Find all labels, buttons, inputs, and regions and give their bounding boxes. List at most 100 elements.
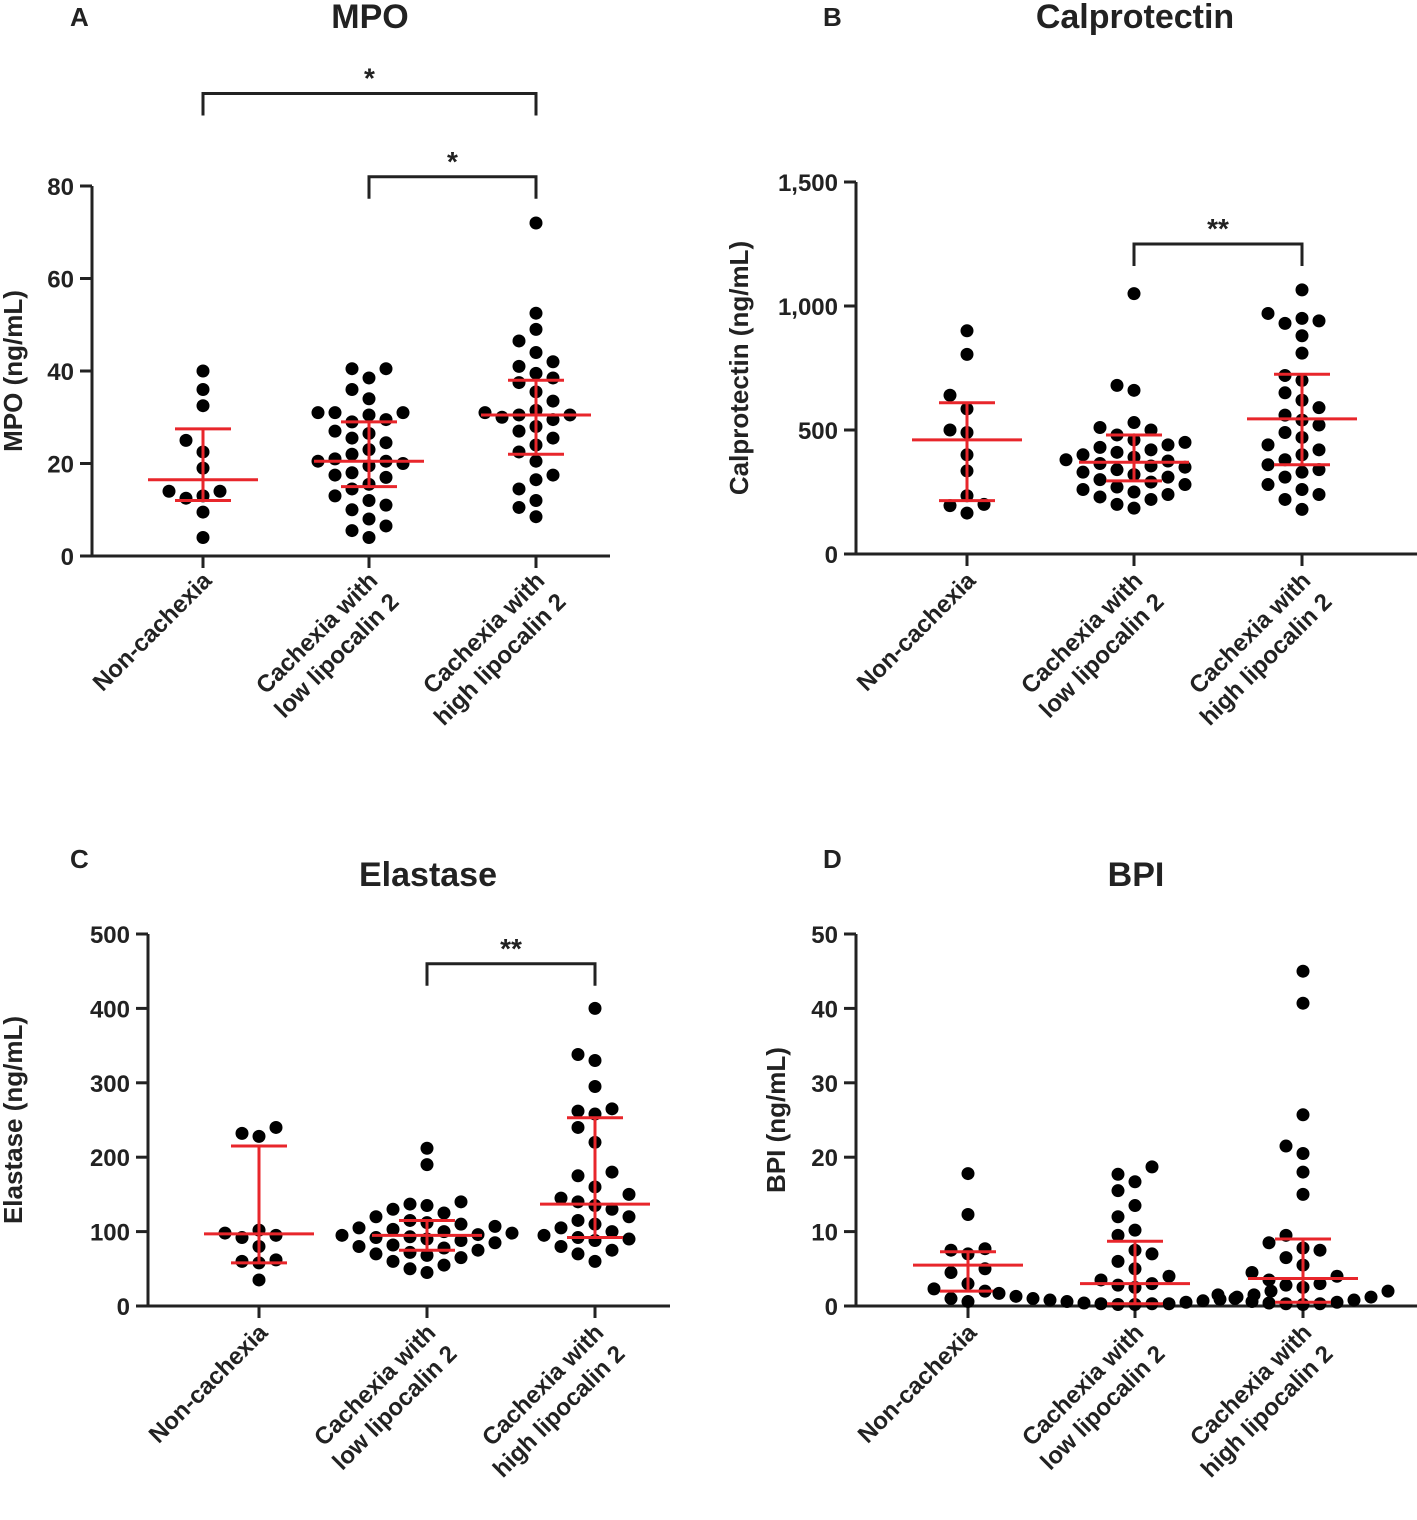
- data-point: [1162, 1269, 1176, 1283]
- data-point: [1094, 1297, 1108, 1311]
- data-point: [943, 388, 957, 402]
- data-point: [420, 1266, 434, 1280]
- data-point: [403, 1245, 417, 1259]
- chart-title: BPI: [1108, 856, 1165, 894]
- data-point: [1178, 478, 1192, 492]
- data-point: [196, 505, 210, 519]
- data-point: [352, 1221, 366, 1235]
- data-point: [588, 1053, 602, 1067]
- panel-letter: C: [70, 844, 89, 874]
- y-tick-label: 0: [61, 544, 74, 571]
- data-point: [345, 447, 359, 461]
- y-tick-label: 10: [811, 1220, 838, 1247]
- data-point: [512, 334, 526, 348]
- data-point: [1296, 1187, 1310, 1201]
- data-point: [1110, 378, 1124, 392]
- data-point: [1127, 416, 1141, 430]
- data-point: [605, 1243, 619, 1257]
- data-point: [1295, 465, 1309, 479]
- data-point: [1076, 448, 1090, 462]
- data-point: [386, 1202, 400, 1216]
- y-tick-label: 400: [90, 996, 130, 1023]
- data-point: [162, 484, 176, 498]
- data-point: [1279, 1139, 1293, 1153]
- y-tick-label: 0: [825, 542, 838, 569]
- y-tick-label: 20: [811, 1145, 838, 1172]
- data-point: [269, 1253, 283, 1267]
- data-point: [345, 362, 359, 376]
- data-point: [1161, 438, 1175, 452]
- data-point: [420, 1141, 434, 1155]
- data-point: [420, 1248, 434, 1262]
- data-point: [1145, 1160, 1159, 1174]
- data-point: [960, 347, 974, 361]
- data-point: [179, 491, 193, 505]
- data-point: [588, 1254, 602, 1268]
- data-point: [1279, 1278, 1293, 1292]
- data-point: [529, 322, 543, 336]
- significance-bracket: [1132, 242, 1304, 266]
- data-point: [235, 1126, 249, 1140]
- data-point: [1312, 401, 1326, 415]
- data-point: [386, 1238, 400, 1252]
- data-point: [471, 1243, 485, 1257]
- data-point: [1312, 443, 1326, 457]
- panel-letter: B: [823, 2, 842, 32]
- category-label: Non-cachexia: [852, 567, 982, 697]
- data-point: [512, 445, 526, 459]
- data-point: [1278, 492, 1292, 506]
- data-point: [622, 1210, 636, 1224]
- data-point: [437, 1241, 451, 1255]
- data-point: [554, 1239, 568, 1253]
- data-point: [622, 1232, 636, 1246]
- significance-label: *: [447, 146, 458, 177]
- data-point: [1196, 1294, 1210, 1308]
- data-point: [362, 494, 376, 507]
- category-label: Cachexia withhigh lipocalin 2: [467, 1319, 631, 1483]
- data-point: [488, 1236, 502, 1250]
- data-point: [571, 1120, 585, 1134]
- data-point: [345, 524, 359, 538]
- data-point: [571, 1247, 585, 1261]
- data-point: [1295, 311, 1309, 325]
- data-point: [454, 1217, 468, 1231]
- y-tick-label: 500: [798, 418, 838, 445]
- category-label: Cachexia withhigh lipocalin 2: [1174, 567, 1338, 731]
- data-point: [345, 482, 359, 496]
- category-label: Cachexia withlow lipocalin 2: [1014, 1319, 1170, 1475]
- data-point: [1127, 501, 1141, 515]
- y-axis-label: MPO (ng/mL): [0, 290, 28, 452]
- category-label-line: Non-cachexia: [852, 567, 982, 697]
- data-point: [546, 355, 560, 369]
- data-point: [1059, 453, 1073, 467]
- data-point: [369, 1210, 383, 1224]
- data-point: [529, 306, 543, 320]
- data-point: [1127, 485, 1141, 499]
- data-point: [437, 1206, 451, 1220]
- significance-label: *: [364, 63, 375, 94]
- data-point: [1295, 329, 1309, 343]
- data-point: [328, 424, 342, 438]
- data-point: [512, 376, 526, 390]
- data-point: [1179, 1295, 1193, 1309]
- data-point: [403, 1197, 417, 1211]
- significance-label: **: [500, 933, 522, 964]
- data-point: [571, 1195, 585, 1209]
- data-point: [252, 1273, 266, 1287]
- category-label: Non-cachexia: [144, 1319, 274, 1449]
- data-point: [1313, 1277, 1327, 1291]
- data-point: [196, 364, 210, 378]
- category-label: Cachexia withlow lipocalin 2: [248, 567, 404, 723]
- category-label: Cachexia withhigh lipocalin 2: [1175, 1319, 1339, 1483]
- data-point: [943, 423, 957, 437]
- data-point: [386, 1222, 400, 1236]
- data-point: [345, 383, 359, 396]
- data-point: [1093, 421, 1107, 435]
- data-point: [1144, 423, 1158, 437]
- data-point: [1296, 996, 1310, 1010]
- data-point: [352, 1239, 366, 1253]
- data-point: [546, 468, 560, 482]
- y-tick-label: 60: [47, 267, 74, 294]
- chart-title: Elastase: [359, 856, 497, 894]
